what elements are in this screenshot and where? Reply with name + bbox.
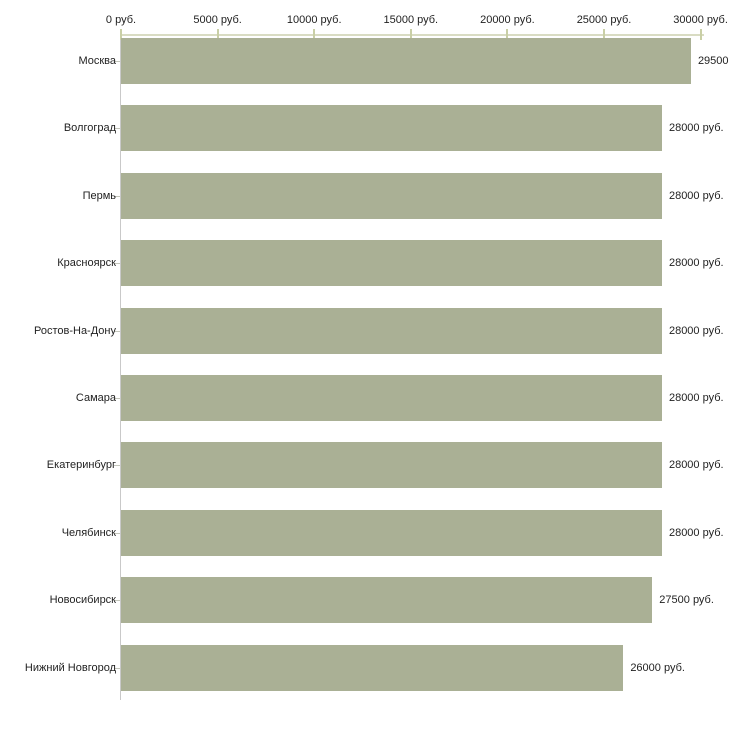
value-label: 28000 руб.	[668, 189, 724, 202]
y-axis-tick	[114, 600, 120, 602]
x-axis-tick-label: 5000 руб.	[193, 14, 242, 26]
value-label: 28000 руб.	[668, 122, 724, 135]
bar	[121, 105, 662, 152]
bar	[121, 172, 662, 219]
category-label: Ростов-На-Дону	[33, 324, 116, 337]
y-axis-tick	[114, 195, 120, 197]
x-axis-tick	[313, 29, 316, 40]
value-label: 29500 руб.	[697, 55, 730, 67]
value-label: 28000 руб.	[668, 257, 724, 270]
x-axis-tick	[409, 29, 412, 40]
category-label: Красноярск	[57, 257, 116, 270]
bar	[121, 307, 662, 354]
x-axis-tick	[603, 29, 605, 40]
x-axis-tick	[120, 29, 122, 40]
value-label: 28000 руб.	[668, 392, 724, 404]
category-label: Самара	[75, 392, 116, 404]
category-label: Нижний Новгород	[24, 661, 116, 674]
x-axis-tick	[216, 29, 219, 40]
y-axis-tick	[114, 61, 120, 62]
bar	[121, 509, 662, 556]
value-label: 28000 руб.	[668, 459, 724, 472]
x-axis-tick-label: 10000 руб.	[286, 14, 342, 26]
bar	[121, 577, 653, 624]
category-label: Волгоград	[63, 122, 116, 135]
y-axis-tick	[114, 263, 120, 265]
x-axis-tick-label: 0 руб.	[105, 14, 137, 26]
y-axis-tick	[114, 398, 120, 399]
y-axis-line	[120, 34, 121, 700]
value-label: 28000 руб.	[668, 324, 724, 337]
y-axis-tick	[114, 330, 120, 332]
bar	[121, 38, 691, 84]
bar	[121, 240, 662, 287]
category-label: Екатеринбург	[46, 459, 116, 472]
bar	[121, 375, 662, 421]
category-label: Москва	[78, 55, 116, 67]
category-label: Пермь	[82, 189, 116, 202]
category-label: Новосибирск	[49, 594, 116, 607]
x-axis-tick-label: 15000 руб.	[383, 14, 439, 26]
value-label: 27500 руб.	[659, 594, 714, 607]
bar	[121, 442, 662, 489]
y-axis-tick	[114, 667, 120, 669]
x-axis-line	[120, 34, 704, 36]
x-axis-tick	[506, 29, 509, 40]
x-axis-tick-label: 20000 руб.	[480, 14, 535, 26]
value-label: 26000 руб.	[630, 661, 685, 674]
value-label: 28000 руб.	[668, 526, 724, 539]
bar	[121, 644, 624, 691]
y-axis-tick	[114, 465, 120, 467]
category-label: Челябинск	[61, 526, 116, 539]
x-axis-tick-label: 30000 руб.	[673, 14, 728, 26]
x-axis-tick-label: 25000 руб.	[576, 14, 632, 26]
x-axis-tick	[699, 29, 702, 40]
y-axis-tick	[114, 128, 120, 130]
y-axis-tick	[114, 532, 120, 534]
